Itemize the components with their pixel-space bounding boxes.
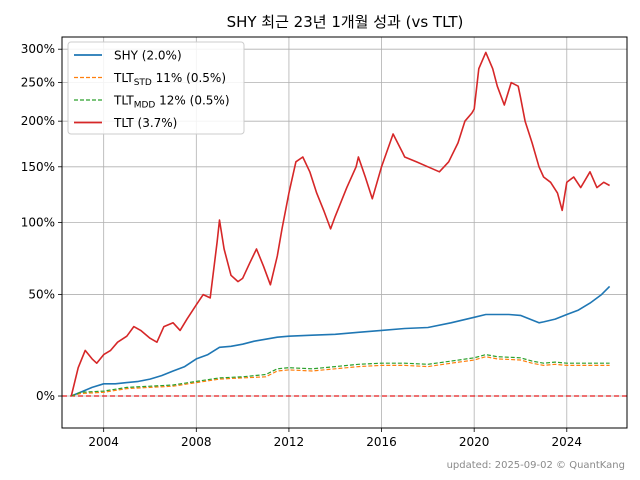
plot-frame bbox=[61, 36, 628, 429]
y-tick-label: 50% bbox=[28, 288, 55, 302]
y-tick-label: 100% bbox=[21, 216, 55, 230]
legend-box bbox=[67, 41, 245, 135]
legend-label-1: TLTSTD 11% (0.5%) bbox=[113, 71, 226, 88]
legend: SHY (2.0%) TLTSTD 11% (0.5%) TLTMDD 12% (0… bbox=[67, 41, 245, 135]
series-layer bbox=[70, 51, 611, 397]
x-tick-label: 2004 bbox=[88, 435, 119, 449]
gridlines bbox=[62, 37, 627, 428]
x-tick-label: 2008 bbox=[181, 435, 212, 449]
legend-label-3: TLT (3.7%) bbox=[113, 116, 177, 130]
y-tick-label: 300% bbox=[21, 42, 55, 56]
y-tick-label: 250% bbox=[21, 76, 55, 90]
x-tick-label: 2016 bbox=[366, 435, 397, 449]
series-line-0 bbox=[71, 285, 611, 397]
legend-label-2: TLTMDD 12% (0.5%) bbox=[113, 94, 230, 111]
y-tick-label: 200% bbox=[21, 114, 55, 128]
chart-title: SHY 최근 23년 1개월 성과 (vs TLT) bbox=[227, 13, 464, 31]
y-tick-label: 0% bbox=[36, 389, 55, 403]
y-axis: 0% 50% 100% 150% 200% 250% 300% bbox=[21, 42, 62, 403]
x-tick-label: 2012 bbox=[274, 435, 305, 449]
footer-text: updated: 2025-09-02 © QuantKang bbox=[447, 460, 625, 471]
x-tick-label: 2020 bbox=[459, 435, 490, 449]
x-tick-label: 2024 bbox=[552, 435, 583, 449]
legend-label-0: SHY (2.0%) bbox=[114, 49, 182, 63]
y-tick-label: 150% bbox=[21, 160, 55, 174]
series-line-2 bbox=[71, 354, 610, 397]
series-line-3 bbox=[70, 51, 610, 397]
series-line-1 bbox=[71, 356, 610, 397]
x-axis: 2004 2008 2012 2016 2020 2024 bbox=[88, 428, 582, 449]
